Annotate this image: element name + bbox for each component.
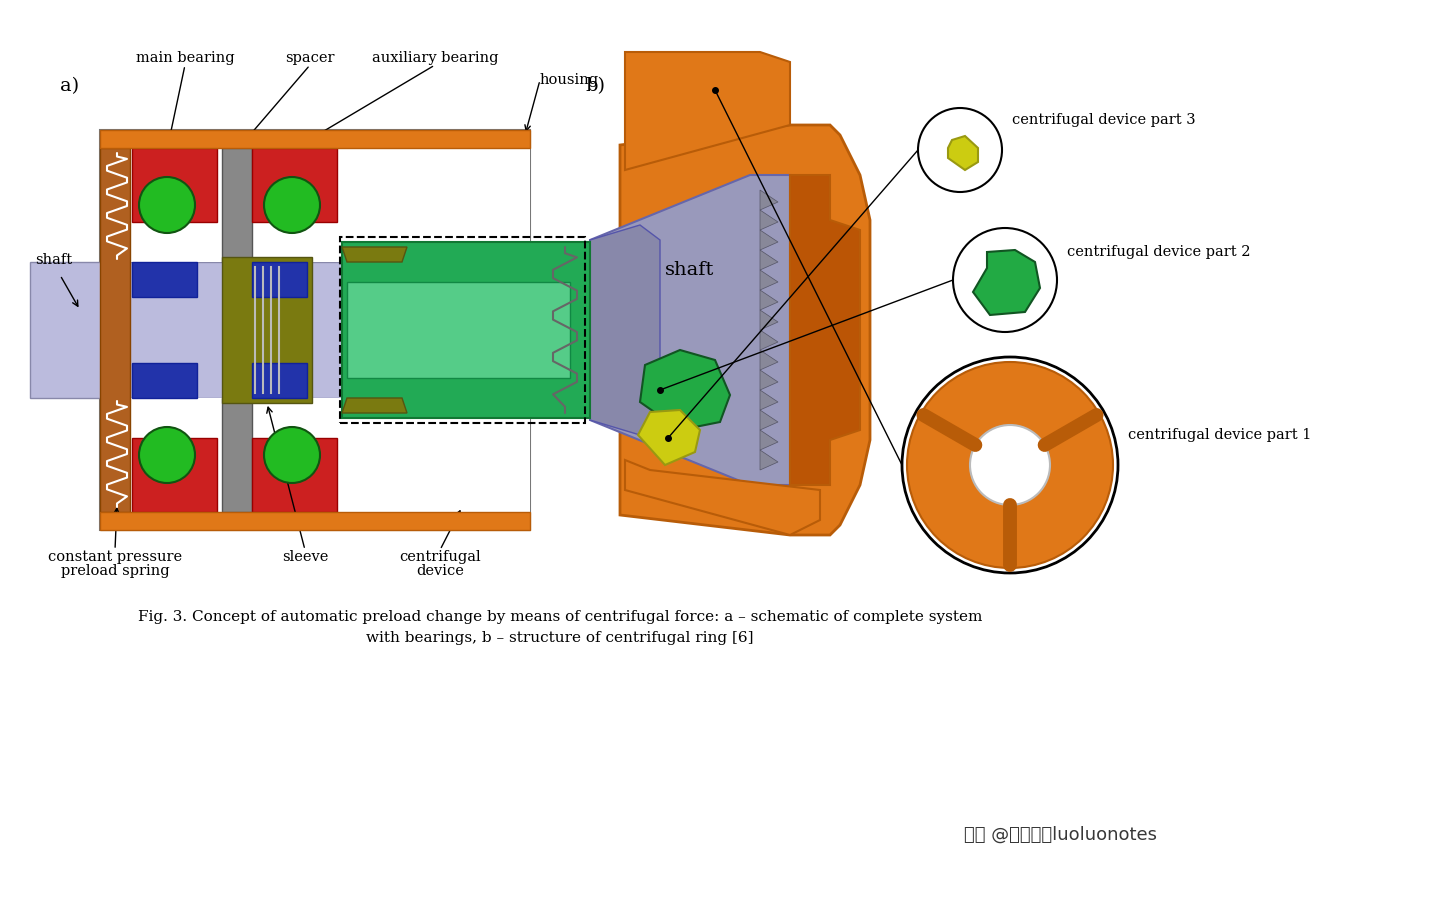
Bar <box>132 262 197 297</box>
Polygon shape <box>948 136 978 170</box>
Bar <box>222 257 312 403</box>
Polygon shape <box>760 230 778 250</box>
Circle shape <box>971 425 1050 505</box>
Text: Fig. 3. Concept of automatic preload change by means of centrifugal force: a – s: Fig. 3. Concept of automatic preload cha… <box>138 610 982 644</box>
Polygon shape <box>760 250 778 270</box>
Circle shape <box>919 108 1002 192</box>
Polygon shape <box>760 210 778 230</box>
Text: shaft: shaft <box>665 261 714 279</box>
Bar <box>99 148 530 262</box>
Polygon shape <box>590 225 660 435</box>
Polygon shape <box>760 350 778 370</box>
Polygon shape <box>760 330 778 350</box>
Bar <box>99 148 130 512</box>
Circle shape <box>907 362 1113 568</box>
Polygon shape <box>639 350 730 430</box>
Text: centrifugal device part 1: centrifugal device part 1 <box>1128 428 1312 442</box>
Bar <box>222 148 252 262</box>
Bar <box>252 262 307 297</box>
Text: shaft: shaft <box>35 253 72 267</box>
Circle shape <box>264 427 320 483</box>
Bar <box>99 130 530 148</box>
Polygon shape <box>343 247 408 262</box>
Polygon shape <box>760 270 778 290</box>
Bar <box>99 398 530 512</box>
Circle shape <box>140 427 194 483</box>
Bar <box>252 148 337 222</box>
Text: centrifugal: centrifugal <box>399 550 481 564</box>
Text: preload spring: preload spring <box>60 564 170 578</box>
Polygon shape <box>638 410 700 465</box>
Text: housing: housing <box>540 73 599 87</box>
Bar <box>132 148 217 222</box>
Polygon shape <box>760 430 778 450</box>
Text: constant pressure: constant pressure <box>48 550 181 564</box>
Circle shape <box>901 357 1117 573</box>
Text: auxiliary bearing: auxiliary bearing <box>372 51 498 65</box>
Polygon shape <box>760 310 778 330</box>
Polygon shape <box>760 450 778 470</box>
Bar <box>340 237 585 423</box>
Polygon shape <box>343 398 408 413</box>
Polygon shape <box>621 125 870 535</box>
Text: a): a) <box>60 77 79 95</box>
Text: b): b) <box>585 77 605 95</box>
Bar <box>347 282 570 378</box>
Text: device: device <box>416 564 464 578</box>
Bar <box>99 512 530 530</box>
Bar <box>30 262 530 398</box>
Polygon shape <box>760 390 778 410</box>
Bar <box>99 130 530 530</box>
Bar <box>222 398 252 512</box>
Text: spacer: spacer <box>285 51 334 65</box>
Polygon shape <box>590 175 791 485</box>
Text: sleeve: sleeve <box>282 550 328 564</box>
Polygon shape <box>625 460 819 535</box>
Polygon shape <box>625 52 791 170</box>
Circle shape <box>953 228 1057 332</box>
Text: centrifugal device part 2: centrifugal device part 2 <box>1067 245 1250 259</box>
Bar <box>252 438 337 512</box>
Circle shape <box>264 177 320 233</box>
Polygon shape <box>973 250 1040 315</box>
Bar <box>252 363 307 398</box>
Text: main bearing: main bearing <box>135 51 235 65</box>
Polygon shape <box>760 410 778 430</box>
Text: centrifugal device part 3: centrifugal device part 3 <box>1012 113 1195 127</box>
Text: nut: nut <box>540 263 564 277</box>
Polygon shape <box>791 175 860 485</box>
Bar <box>132 363 197 398</box>
Polygon shape <box>760 190 778 210</box>
Polygon shape <box>760 370 778 390</box>
Text: 头条 @罗罗日记luoluonotes: 头条 @罗罗日记luoluonotes <box>963 826 1156 844</box>
Bar <box>343 242 590 418</box>
Polygon shape <box>760 290 778 310</box>
Circle shape <box>140 177 194 233</box>
Bar <box>132 438 217 512</box>
